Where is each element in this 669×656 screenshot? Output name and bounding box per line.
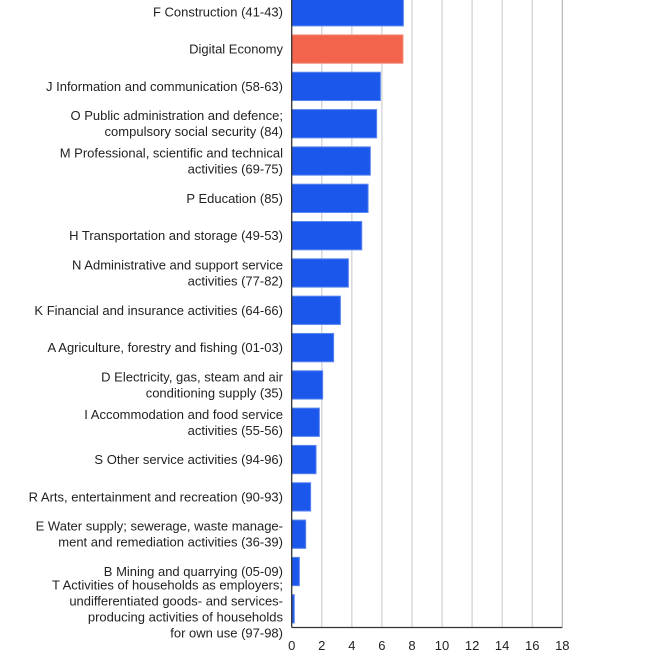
category-label: K Financial and insurance activities (64… <box>34 303 283 318</box>
bar <box>291 146 371 176</box>
category-label: activities (55-56) <box>188 423 283 438</box>
category-label: B Mining and quarrying (05-09) <box>104 564 283 579</box>
x-tick-label: 6 <box>378 638 385 653</box>
bar <box>291 519 307 549</box>
category-label: producing activities of households <box>88 609 284 624</box>
x-tick-label: 16 <box>525 638 539 653</box>
category-label: conditioning supply (35) <box>146 385 283 400</box>
category-label: H Transportation and storage (49-53) <box>69 228 283 243</box>
bar <box>291 71 381 102</box>
x-tick-label: 8 <box>408 638 415 653</box>
category-label: S Other service activities (94-96) <box>94 452 283 467</box>
bar <box>291 258 349 288</box>
category-label: ment and remediation activities (36-39) <box>58 535 283 550</box>
x-tick-label: 4 <box>348 638 355 653</box>
category-label: A Agriculture, forestry and fishing (01-… <box>47 340 283 355</box>
category-label: P Education (85) <box>186 191 283 206</box>
category-label: undifferentiated goods- and services- <box>69 593 283 608</box>
x-tick-label: 12 <box>465 638 479 653</box>
category-label: for own use (97-98) <box>170 625 283 640</box>
bar <box>291 34 404 64</box>
category-label: F Construction (41-43) <box>153 4 283 19</box>
category-label: N Administrative and support service <box>72 257 283 272</box>
bar <box>291 183 369 213</box>
x-tick-label: 2 <box>318 638 325 653</box>
bar <box>291 444 317 475</box>
x-tick-label: 0 <box>288 638 295 653</box>
bar <box>291 295 341 325</box>
category-label: J Information and communication (58-63) <box>46 79 283 94</box>
bar <box>291 556 300 587</box>
bar <box>291 407 320 437</box>
category-label: I Accommodation and food service <box>84 407 283 422</box>
x-tick-label: 10 <box>435 638 449 653</box>
category-label: activities (77-82) <box>188 273 283 288</box>
x-tick-label: 14 <box>495 638 509 653</box>
category-label: T Activities of households as employers; <box>52 577 283 592</box>
category-label: Digital Economy <box>189 42 283 57</box>
category-label: R Arts, entertainment and recreation (90… <box>29 489 283 504</box>
category-label: E Water supply; sewerage, waste manage- <box>36 519 283 534</box>
category-label: compulsory social security (84) <box>105 124 283 139</box>
category-label: activities (69-75) <box>188 162 283 177</box>
bar <box>291 370 324 400</box>
category-label: M Professional, scientific and technical <box>60 146 283 161</box>
bar <box>291 109 378 139</box>
category-label: D Electricity, gas, steam and air <box>101 369 283 384</box>
bar <box>291 482 312 512</box>
bar <box>291 332 335 363</box>
bar <box>291 0 404 27</box>
category-label: O Public administration and defence; <box>71 108 283 123</box>
bar <box>291 221 363 251</box>
x-tick-label: 18 <box>555 638 569 653</box>
